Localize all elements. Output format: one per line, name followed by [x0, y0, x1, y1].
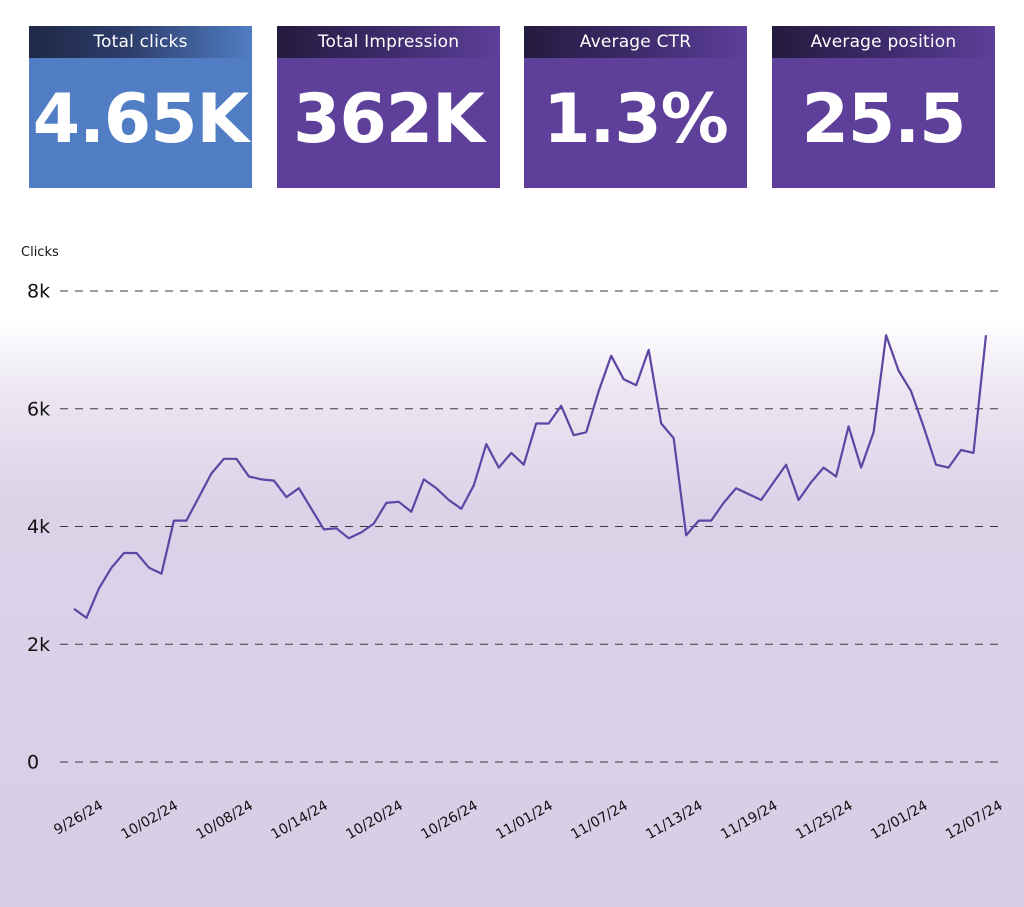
- kpi-label: Total Impression: [277, 26, 500, 58]
- x-tick-label: 10/14/24: [268, 798, 331, 843]
- y-tick-label: 2k: [27, 634, 50, 656]
- kpi-card-average-ctr: Average CTR 1.3%: [524, 26, 747, 188]
- x-tick-label: 11/19/24: [718, 798, 781, 843]
- y-tick-label: 6k: [27, 398, 50, 420]
- x-tick-label: 10/02/24: [118, 798, 181, 843]
- kpi-value: 25.5: [801, 79, 967, 159]
- x-tick-label: 12/01/24: [868, 798, 931, 843]
- kpi-value: 1.3%: [543, 79, 729, 159]
- x-tick-label: 12/07/24: [943, 798, 1006, 843]
- kpi-card-total-clicks: Total clicks 4.65K: [29, 26, 252, 188]
- clicks-series-line: [73, 334, 988, 619]
- series-layer: [73, 334, 988, 619]
- kpi-card-average-position: Average position 25.5: [772, 26, 995, 188]
- kpi-value: 4.65K: [32, 79, 249, 159]
- y-tick-label: 8k: [27, 281, 50, 303]
- x-tick-label: 10/26/24: [418, 798, 481, 843]
- x-axis-ticks: 9/26/24 10/02/24 10/08/24 10/14/24 10/20/24 1…: [51, 798, 1005, 843]
- kpi-card-total-impression: Total Impression 362K: [277, 26, 500, 188]
- x-tick-label: 10/20/24: [343, 798, 406, 843]
- kpi-value: 362K: [293, 79, 485, 159]
- kpi-label: Total clicks: [29, 26, 252, 58]
- x-tick-label: 11/25/24: [793, 798, 856, 843]
- x-tick-label: 11/13/24: [643, 798, 706, 843]
- chart-background: [0, 318, 1024, 907]
- y-tick-label: 4k: [27, 516, 50, 538]
- y-axis-ticks: 0 2k 4k 6k 8k: [27, 281, 50, 774]
- y-axis-title: Clicks: [21, 245, 59, 260]
- kpi-label: Average CTR: [524, 26, 747, 58]
- x-tick-label: 11/01/24: [493, 798, 556, 843]
- x-tick-label: 10/08/24: [193, 798, 256, 843]
- y-tick-label: 0: [27, 752, 39, 774]
- x-tick-label: 11/07/24: [568, 798, 631, 843]
- grid-lines: [60, 290, 1000, 763]
- kpi-label: Average position: [772, 26, 995, 58]
- x-tick-label: 9/26/24: [51, 798, 106, 839]
